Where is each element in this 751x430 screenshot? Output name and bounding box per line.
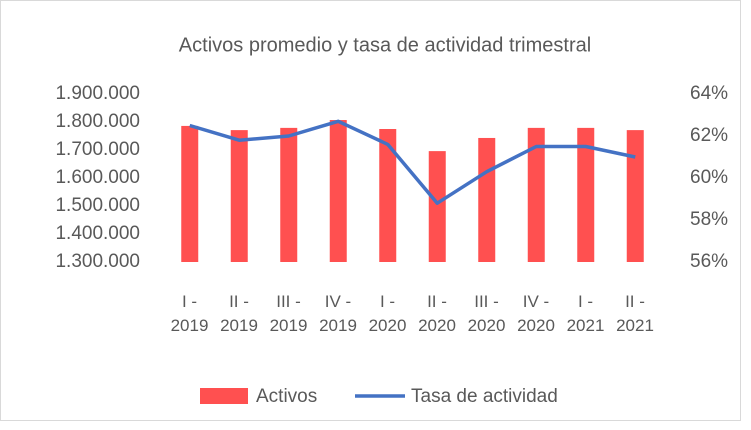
bar [230,130,248,262]
y-tick-label: 1.800.000 [55,111,140,132]
y-tick-label: 1.700.000 [55,139,140,160]
bar [379,129,397,262]
y-tick-label: 1.400.000 [55,223,140,244]
bar [181,125,199,262]
bar [478,137,496,262]
x-tick-label: II - 2020 [418,292,456,335]
line [189,119,636,205]
chart-frame [0,0,741,421]
bar [329,120,347,262]
y-tick-label: 1.900.000 [55,83,140,104]
x-tick-label: IV - 2019 [319,292,357,335]
y2-tick-label: 60% [690,167,728,188]
x-tick-label: I - 2021 [566,292,605,335]
x-tick-label: III - 2020 [467,292,506,335]
y-tick-label: 1.500.000 [55,195,140,216]
y-tick-label: 1.600.000 [55,167,140,188]
bar [626,130,644,262]
legend-swatch [200,388,248,404]
x-tick-label: I - 2020 [368,292,407,335]
x-tick-label: IV - 2020 [517,292,555,335]
bar [527,127,545,262]
legend-label: Tasa de actividad [411,386,558,407]
chart-title: Activos promedio y tasa de actividad tri… [179,34,591,56]
x-tick-label: II - 2019 [220,292,258,335]
x-tick-label: III - 2019 [269,292,308,335]
y2-tick-label: 64% [690,83,728,104]
y2-tick-label: 62% [690,125,728,146]
y2-tick-label: 56% [690,251,728,272]
bar [280,127,298,262]
legend-label: Activos [256,386,317,407]
bar [428,151,446,262]
bar [577,127,595,262]
x-tick-label: I - 2019 [170,292,209,335]
y2-tick-label: 58% [690,209,728,230]
x-tick-label: II - 2021 [616,292,654,335]
y-tick-label: 1.300.000 [55,251,140,272]
